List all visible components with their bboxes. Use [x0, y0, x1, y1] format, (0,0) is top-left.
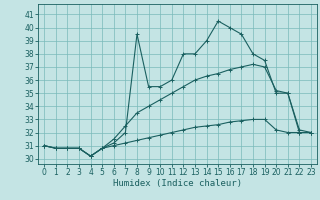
X-axis label: Humidex (Indice chaleur): Humidex (Indice chaleur) — [113, 179, 242, 188]
